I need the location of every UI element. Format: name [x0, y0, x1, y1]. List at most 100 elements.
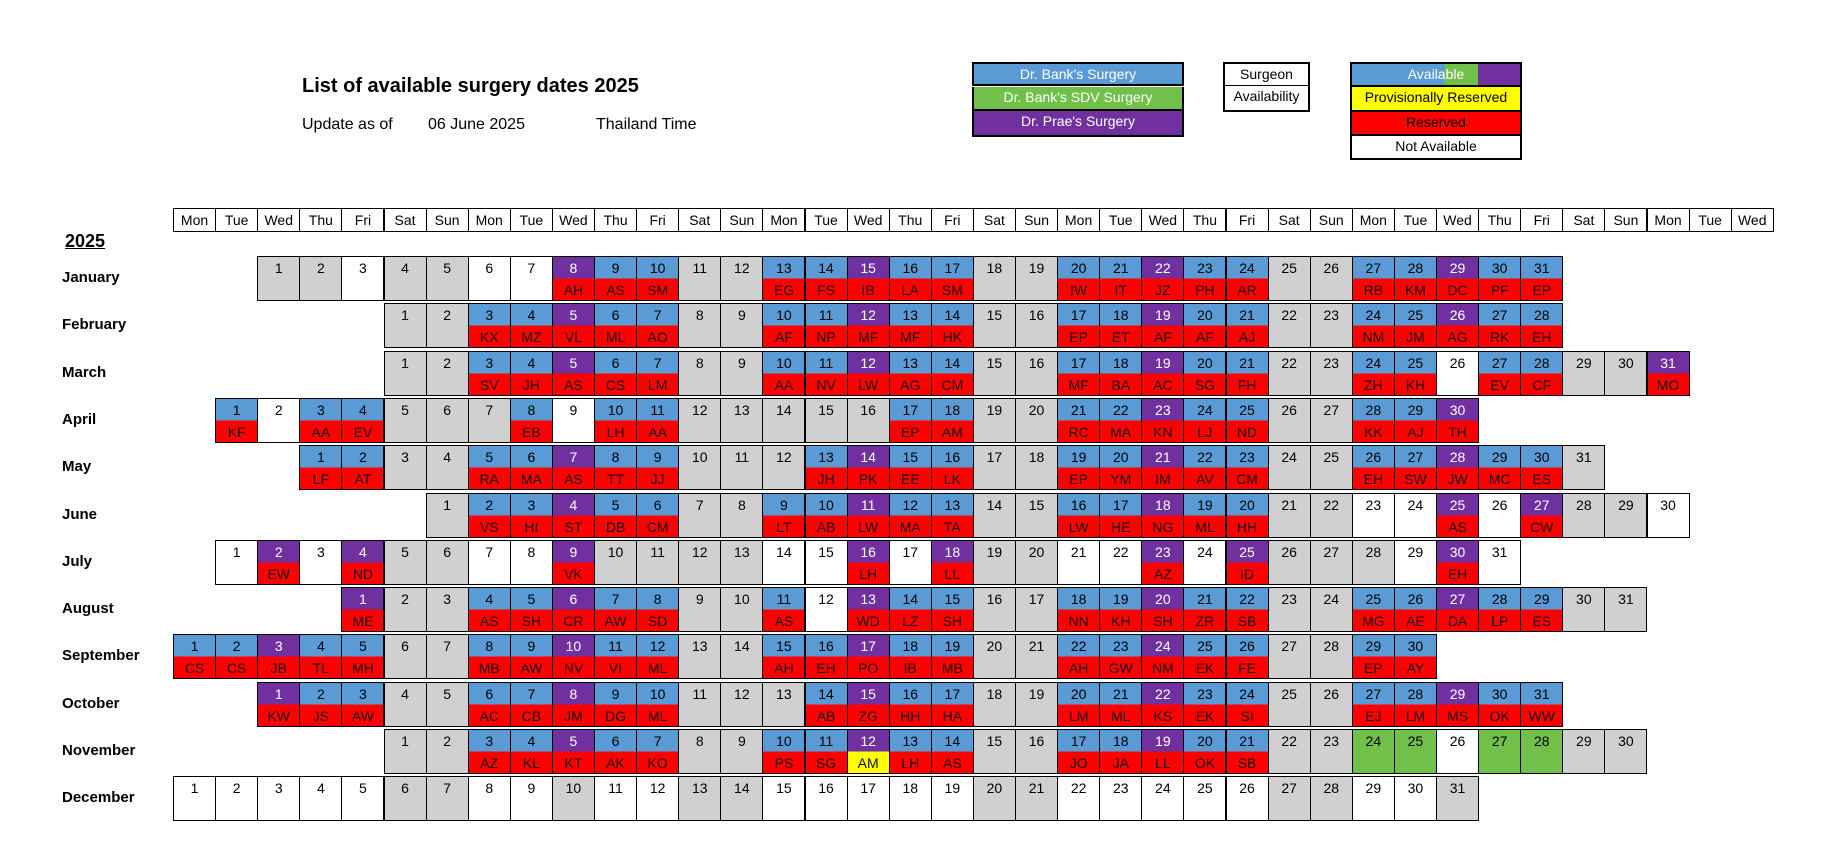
patient-initials: AF: [1195, 329, 1214, 346]
day-cell: 15: [972, 350, 1016, 396]
day-cell: 27: [1309, 539, 1353, 585]
day-number: 10: [776, 733, 792, 749]
patient-initials: OK: [1194, 755, 1216, 771]
day-cell: 16: [972, 587, 1016, 633]
day-number: 10: [776, 354, 792, 371]
day-number: 13: [944, 496, 961, 513]
day-number: 11: [818, 307, 834, 324]
day-number: 16: [860, 543, 876, 560]
day-cell: 14: [762, 397, 806, 443]
day-cell: 29 AJ: [1393, 397, 1437, 443]
patient-initials: HH: [900, 707, 921, 724]
day-cell: 13 JH: [804, 445, 848, 491]
day-cell: 12: [678, 397, 722, 443]
day-number: 18: [986, 685, 1003, 702]
weekday-header-sat: Sat: [383, 208, 427, 232]
patient-initials: SH: [1153, 613, 1173, 630]
patient-initials: KM: [1404, 282, 1426, 298]
day-cell: 4 JH: [509, 350, 553, 396]
patient-initials: EP: [1364, 660, 1383, 677]
day-cell: 31: [1604, 587, 1648, 633]
day-number: 6: [653, 496, 662, 513]
day-number: 6: [443, 543, 452, 560]
patient-initials: KX: [479, 329, 499, 346]
day-cell: 7 AO: [636, 303, 680, 349]
patient-initials: VI: [608, 660, 623, 677]
day-number: 5: [527, 591, 536, 608]
day-cell: 23 PH: [1183, 256, 1227, 301]
day-number: 20: [1197, 307, 1213, 324]
day-cell: 20 HH: [1225, 492, 1269, 538]
patient-initials: JZ: [1155, 282, 1171, 298]
day-number: 13: [734, 543, 750, 560]
day-number: 2: [359, 449, 367, 466]
patient-initials: MZ: [521, 329, 542, 346]
patient-initials: NV: [563, 660, 584, 677]
day-number: 30: [1576, 591, 1592, 608]
day-cell: 7: [467, 397, 511, 443]
day-cell: 11: [720, 445, 764, 491]
day-cell: 8 JM: [551, 681, 595, 727]
day-cell: 24: [1183, 539, 1227, 585]
day-cell: 28: [1309, 776, 1353, 822]
day-cell: 10 ML: [636, 681, 680, 727]
day-number: 27: [1491, 733, 1508, 749]
day-cell: 24: [1267, 445, 1311, 491]
day-cell: 20 OK: [1183, 729, 1227, 774]
day-cell: 31: [1562, 445, 1606, 491]
day-number: 1: [443, 496, 452, 513]
day-number: 20: [1239, 496, 1255, 513]
day-number: 11: [860, 496, 876, 513]
day-number: 14: [734, 780, 750, 797]
day-cell: 26: [1478, 492, 1522, 538]
day-number: 31: [1618, 591, 1634, 608]
day-cell: 21: [1015, 634, 1059, 680]
day-number: 9: [569, 543, 578, 560]
day-cell: 4 AS: [467, 587, 511, 633]
patient-initials: EB: [522, 423, 541, 440]
day-number: 9: [611, 260, 620, 276]
day-cell: 22 SB: [1225, 587, 1269, 633]
patient-initials: ML: [1111, 707, 1131, 724]
day-number: 29: [1365, 638, 1382, 655]
day-number: 26: [1407, 591, 1424, 608]
day-cell: 21 SB: [1225, 729, 1269, 774]
day-cell: 17 HA: [930, 681, 974, 727]
weekday-header-fri: Fri: [930, 208, 974, 232]
legend-reserved: Reserved: [1350, 112, 1522, 136]
day-number: 20: [1197, 733, 1213, 749]
day-number: 20: [1155, 591, 1171, 608]
day-cell: 13: [762, 681, 806, 727]
day-cell: 16 EH: [804, 634, 848, 680]
patient-initials: AB: [816, 707, 836, 724]
patient-initials: AC: [1153, 376, 1173, 393]
day-number: 29: [1618, 496, 1634, 513]
patient-initials: JH: [522, 376, 540, 393]
day-cell: 29 EP: [1351, 634, 1395, 680]
patient-initials: AT: [354, 471, 372, 488]
day-number: 19: [1112, 591, 1129, 608]
day-number: 11: [692, 260, 707, 276]
day-number: 30: [1533, 449, 1550, 466]
day-number: 2: [232, 780, 241, 797]
day-number: 24: [1407, 496, 1424, 513]
day-cell: 27: [1309, 397, 1353, 443]
day-cell: 13: [678, 634, 722, 680]
day-cell: 16: [1015, 350, 1059, 396]
day-cell: 6 MA: [509, 445, 553, 491]
day-cell: 11 AS: [762, 587, 806, 633]
patient-initials: MC: [1488, 471, 1511, 488]
day-cell: 18: [888, 776, 932, 822]
patient-initials: LM: [1068, 707, 1089, 724]
day-number: 23: [1197, 685, 1213, 702]
day-cell: 22 AH: [1057, 634, 1101, 680]
day-number: 8: [737, 496, 746, 513]
patient-initials: ZG: [858, 707, 878, 724]
patient-initials: MF: [858, 329, 879, 346]
day-number: 23: [1323, 354, 1340, 371]
day-cell: 28 JW: [1436, 445, 1480, 491]
day-cell: 6: [467, 256, 511, 301]
patient-initials: SM: [647, 282, 669, 298]
patient-initials: FH: [1237, 376, 1257, 393]
day-number: 4: [401, 685, 409, 702]
